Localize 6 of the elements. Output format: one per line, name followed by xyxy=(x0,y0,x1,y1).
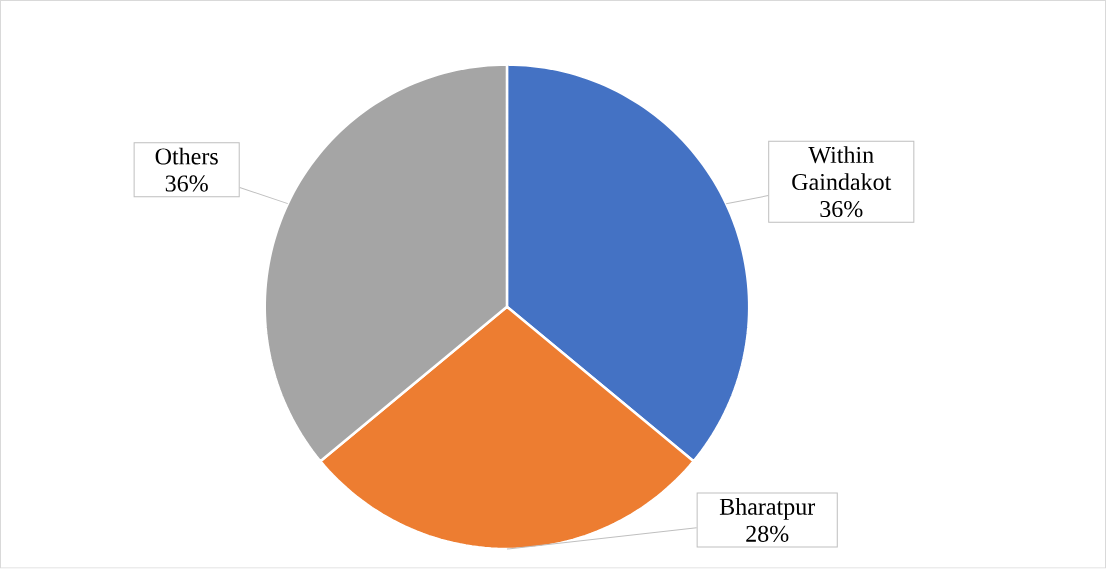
data-label: 36% xyxy=(820,201,863,218)
data-label: 28% xyxy=(746,525,789,543)
slice-label: Others xyxy=(155,147,218,165)
slice-label: Within Gaindakot xyxy=(792,146,892,191)
data-label: 36% xyxy=(165,175,208,192)
slice-label: Bharatpur xyxy=(719,498,816,520)
